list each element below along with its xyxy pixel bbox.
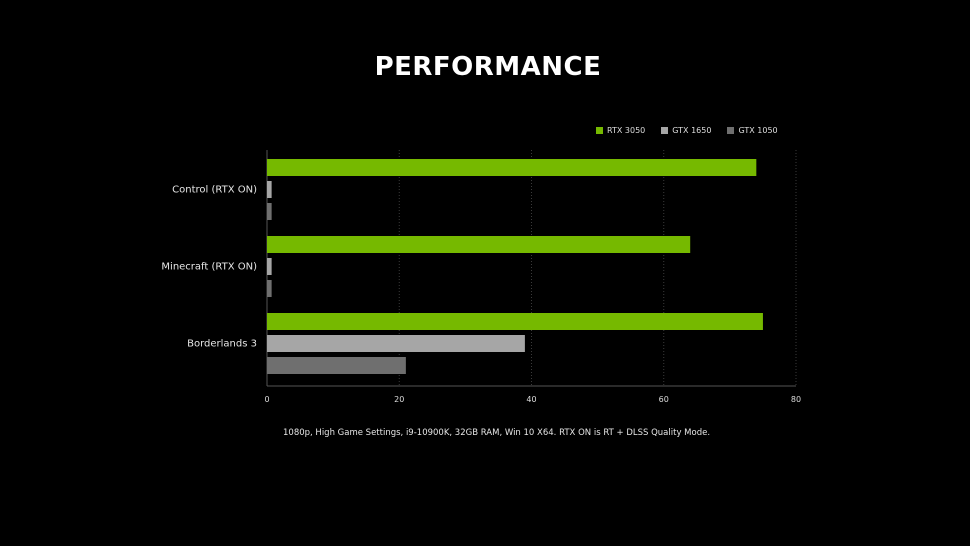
legend-swatch-rtx3050 bbox=[596, 127, 603, 134]
category-label: Borderlands 3 bbox=[187, 339, 257, 350]
x-tick-label: 80 bbox=[791, 395, 801, 404]
legend-item-gtx1050: GTX 1050 bbox=[727, 126, 778, 135]
x-tick-label: 0 bbox=[264, 395, 269, 404]
bar-rtx3050 bbox=[267, 159, 757, 176]
category-label: Control (RTX ON) bbox=[172, 185, 257, 196]
x-tick-label: 60 bbox=[659, 395, 669, 404]
legend-item-gtx1650: GTX 1650 bbox=[661, 126, 711, 135]
legend-label-rtx3050: RTX 3050 bbox=[607, 126, 646, 135]
bar-gtx1050 bbox=[267, 357, 406, 374]
legend-label-gtx1050: GTX 1050 bbox=[738, 126, 778, 135]
bar-gtx1650 bbox=[267, 335, 525, 352]
bar-rtx3050 bbox=[267, 236, 691, 253]
bar-gtx1650 bbox=[267, 181, 272, 198]
bar-gtx1050 bbox=[267, 280, 272, 297]
legend-label-gtx1650: GTX 1650 bbox=[672, 126, 712, 135]
legend-item-rtx3050: RTX 3050 bbox=[596, 126, 645, 135]
bar-gtx1050 bbox=[267, 203, 272, 220]
chart-title: PERFORMANCE bbox=[374, 52, 602, 82]
bar-gtx1650 bbox=[267, 258, 272, 275]
legend-swatch-gtx1650 bbox=[661, 127, 669, 134]
bar-rtx3050 bbox=[267, 313, 763, 330]
x-tick-label: 20 bbox=[394, 395, 404, 404]
legend-swatch-gtx1050 bbox=[727, 127, 735, 134]
category-label: Minecraft (RTX ON) bbox=[161, 262, 257, 273]
x-tick-label: 40 bbox=[526, 395, 536, 404]
chart-legend: RTX 3050 GTX 1650 GTX 1050 bbox=[596, 126, 778, 135]
footnote: 1080p, High Game Settings, i9-10900K, 32… bbox=[283, 428, 711, 438]
